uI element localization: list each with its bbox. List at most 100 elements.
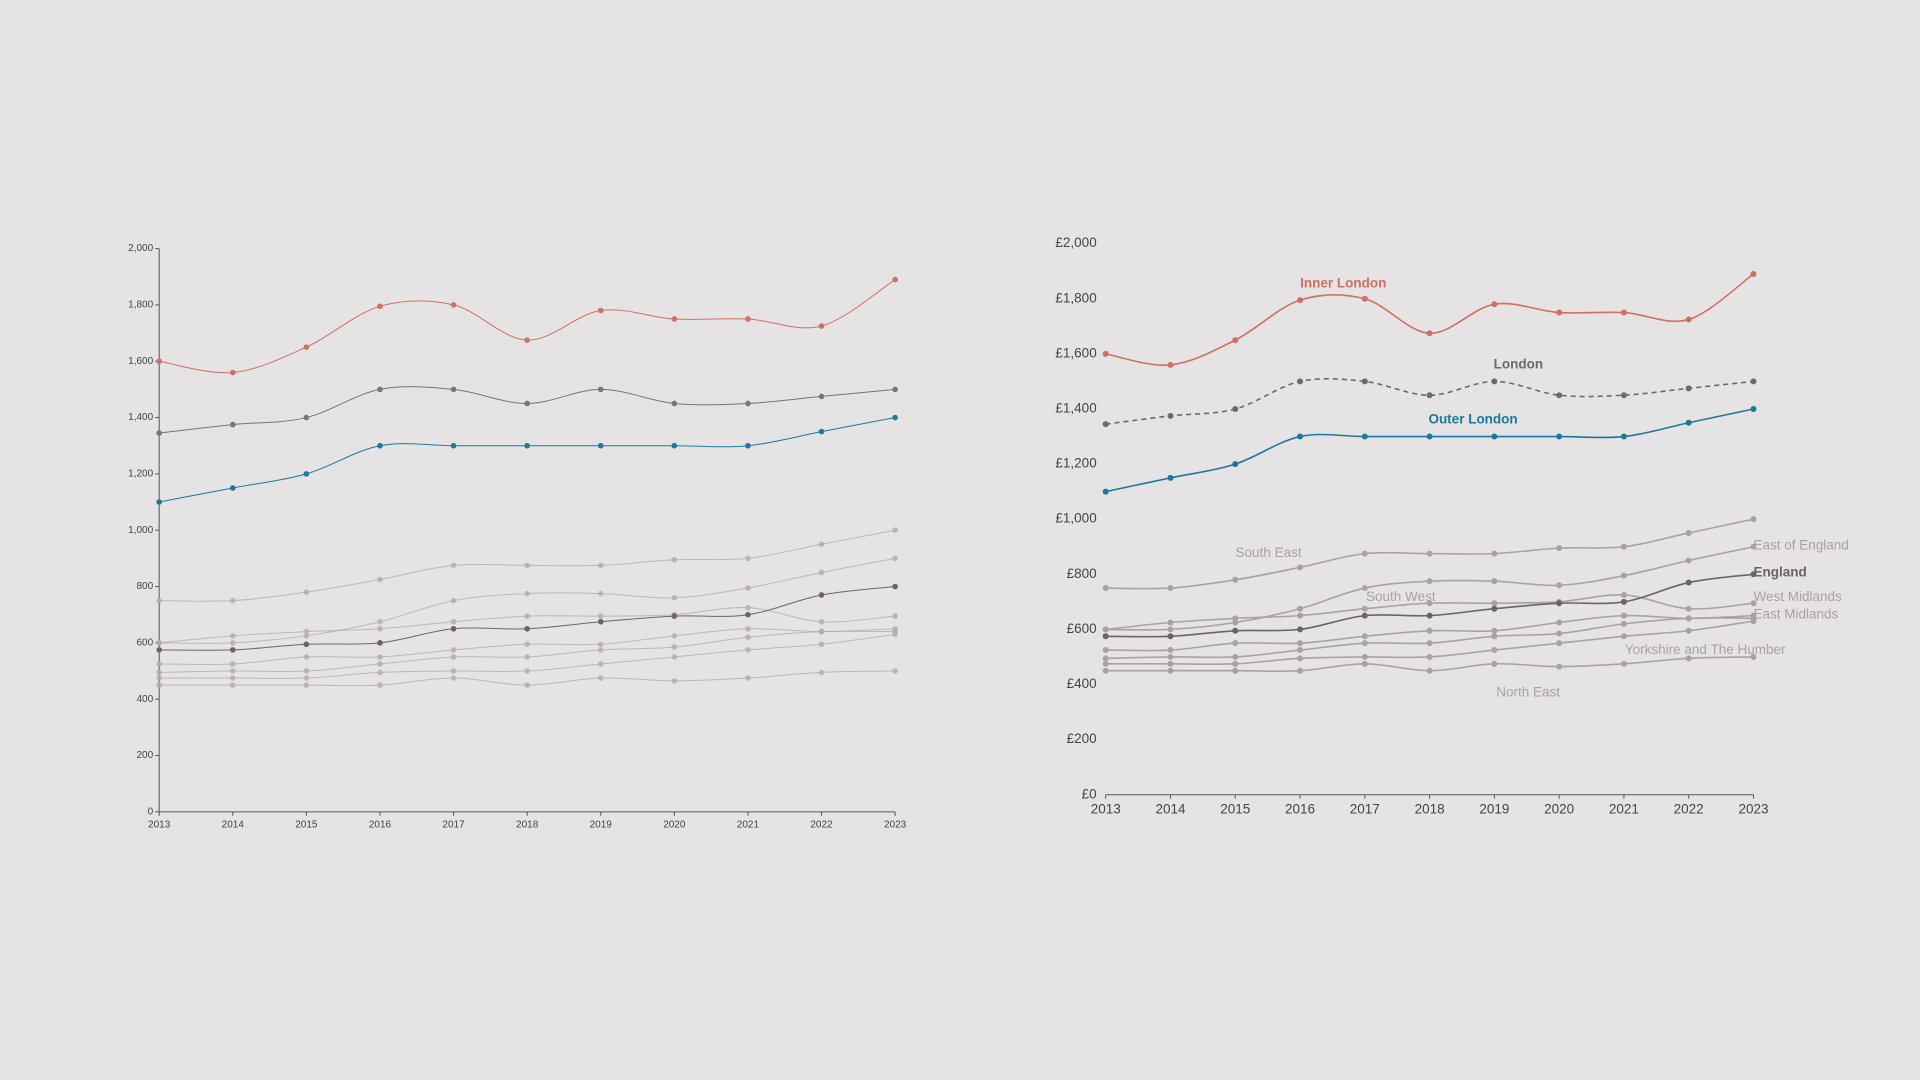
data-point [597,562,604,569]
data-point [1620,598,1627,605]
data-point [1361,633,1368,640]
data-point [156,430,162,436]
data-point [377,640,383,646]
data-point [1556,309,1563,316]
data-point [1685,419,1692,426]
y-tick-label: 1,400 [128,412,153,423]
data-point [1685,605,1692,612]
data-point [1491,301,1498,308]
data-point [229,633,236,639]
series-label: London [1494,356,1543,371]
data-point [1426,550,1433,557]
data-point [1297,297,1304,304]
series-label: West Midlands [1753,589,1842,604]
data-point [450,654,457,660]
data-point [818,628,825,635]
data-point [1556,640,1563,647]
series-label: Outer London [1428,412,1517,427]
data-point [1297,433,1304,440]
y-tick-label: 800 [136,581,153,592]
data-point [303,654,310,660]
data-point [745,400,751,407]
x-tick-label: 2017 [1350,801,1380,816]
y-tick-label: £1,000 [1055,511,1096,526]
data-point [1361,660,1368,667]
x-tick-label: 2019 [590,819,613,830]
data-point [1361,585,1368,592]
y-tick-label: 600 [136,637,153,648]
data-point [671,678,678,684]
data-point [524,562,530,569]
data-point [818,393,825,400]
data-point [377,386,383,393]
data-point [1167,474,1174,481]
data-point [671,654,678,660]
data-point [1102,350,1109,357]
data-point [524,613,530,619]
data-point [597,590,604,597]
series-label: East Midlands [1753,606,1838,621]
data-point [1426,392,1433,399]
data-point [745,625,751,632]
y-tick-label: 0 [148,806,154,817]
data-point [597,442,604,449]
y-tick-label: 1,200 [128,469,153,480]
data-point [1556,433,1563,440]
data-point [1426,330,1433,337]
data-point [1556,392,1563,399]
data-point [1620,612,1627,619]
data-point [892,668,898,674]
data-point [156,597,162,604]
data-point [597,307,604,314]
data-point [1297,647,1304,654]
data-point [892,527,898,534]
data-point [892,386,898,393]
data-point [1491,578,1498,585]
y-tick-label: 400 [136,694,153,705]
series-line [159,607,896,644]
data-point [1361,612,1368,619]
data-point [1620,620,1627,627]
data-point [818,569,825,576]
data-point [450,647,457,653]
data-point [1361,378,1368,385]
data-point [892,276,898,283]
y-tick-label: 1,600 [128,356,153,367]
data-point [671,613,678,619]
data-point [450,597,457,604]
data-point [524,625,530,632]
data-point [1750,378,1757,385]
data-point [671,316,678,322]
data-point [1361,605,1368,612]
data-point [303,633,310,639]
series-line [159,279,896,374]
data-point [1167,653,1174,660]
data-point [1297,640,1304,647]
data-point [671,594,678,601]
data-point [1297,612,1304,619]
series-label: South East [1236,545,1302,560]
data-point [1556,619,1563,626]
data-point [1167,667,1174,674]
data-point [818,323,825,329]
data-point [303,675,310,681]
data-point [1102,585,1109,592]
data-point [524,337,530,343]
data-point [156,358,162,365]
data-point [671,633,678,639]
series-line [1105,377,1754,425]
data-point [229,668,236,674]
data-point [1297,626,1304,633]
x-tick-label: 2016 [369,819,392,830]
data-point [377,654,383,660]
data-point [1426,433,1433,440]
data-point [1685,385,1692,392]
data-point [597,661,604,667]
data-point [1685,316,1692,323]
series-label: Yorkshire and The Humber [1625,642,1786,657]
data-point [1102,626,1109,633]
x-tick-label: 2019 [1479,801,1509,816]
data-point [524,668,530,674]
